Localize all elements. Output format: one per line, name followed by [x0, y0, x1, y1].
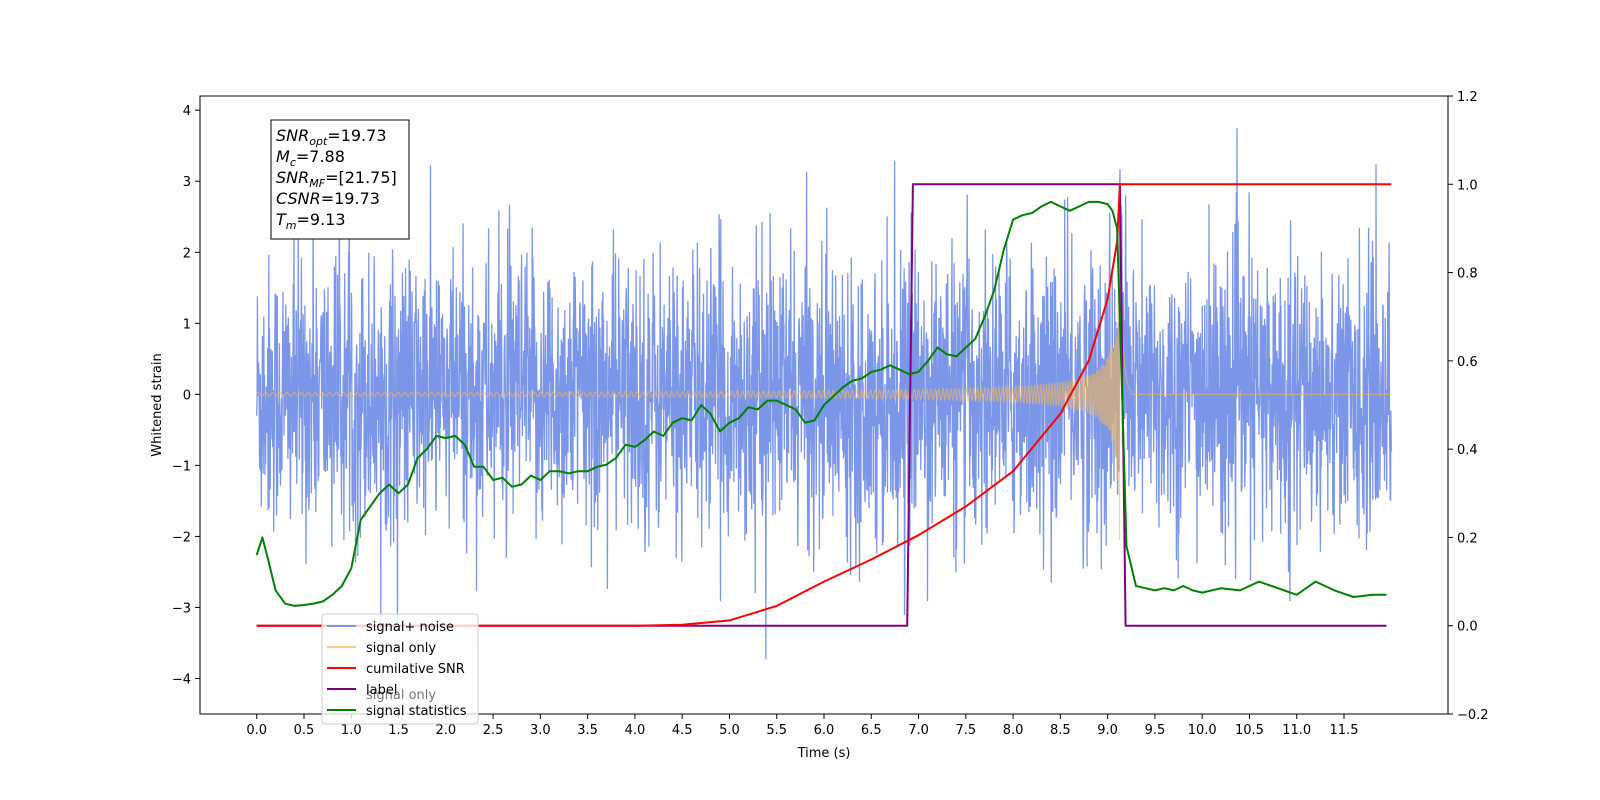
x-tick-label: 10.5 — [1235, 723, 1264, 738]
legend-label: signal+ noise — [366, 620, 454, 635]
x-tick-label: 9.5 — [1145, 723, 1166, 738]
series-signal-noise — [256, 128, 1392, 660]
x-tick-label: 3.5 — [577, 723, 598, 738]
y-tick-label: −4 — [172, 672, 191, 687]
x-tick-label: 11.5 — [1330, 723, 1359, 738]
info-box-lines: SNRopt=19.73Mc=7.88SNRMF=[21.75]CSNR=19.… — [276, 126, 397, 232]
legend-frame — [321, 613, 479, 725]
info-line: Tm=9.13 — [276, 210, 346, 232]
x-axis: 0.0 0.5 1.0 1.5 2.0 2.5 3.0 3.5 4.0 4.5 5.0 5.5 6.0 6… — [246, 714, 1358, 738]
y-tick-label: 0 — [183, 388, 191, 403]
x-axis-label: Time (s) — [797, 746, 851, 761]
x-tick-label: 9.0 — [1097, 723, 1118, 738]
x-tick-label: 4.5 — [672, 723, 693, 738]
plot-area — [255, 128, 1392, 660]
legend-label: cumilative SNR — [366, 662, 465, 677]
legend-items: signal+ noise signal only cumilative SNR la… — [327, 620, 467, 719]
series-signal-statistics — [255, 200, 1387, 607]
y-tick-label: −2 — [172, 530, 191, 545]
x-tick-label: 2.5 — [483, 723, 504, 738]
x-tick-label: 2.0 — [435, 723, 456, 738]
legend-label: signal only — [366, 641, 436, 656]
y2-tick-label: 0.2 — [1457, 531, 1478, 546]
y2-tick-label: 0.4 — [1457, 443, 1478, 458]
y2-tick-label: 0.0 — [1457, 620, 1478, 635]
legend: signal+ noise signal only cumilative SNR la… — [321, 613, 479, 725]
y2-tick-label: 0.8 — [1457, 267, 1478, 282]
y2-tick-label: 1.0 — [1457, 178, 1478, 193]
y2-tick-label: 1.2 — [1457, 90, 1478, 105]
info-line: Mc=7.88 — [276, 147, 345, 169]
y-tick-label: 4 — [183, 104, 191, 119]
y-tick-label: −1 — [172, 459, 191, 474]
y-axis-right: 1.2 1.0 0.8 0.6 0.4 0.2 0.0 −0.2 — [1448, 90, 1489, 723]
legend-label: label — [366, 683, 397, 698]
x-tick-label: 5.5 — [766, 723, 787, 738]
x-tick-label: 4.0 — [625, 723, 646, 738]
legend-label: signal statistics — [366, 704, 467, 719]
y-axis-label: Whitened strain — [150, 353, 165, 456]
series-label — [256, 183, 1387, 627]
legend-ghost-label: signal only — [366, 688, 436, 703]
x-tick-label: 6.0 — [814, 723, 835, 738]
info-box: SNRopt=19.73Mc=7.88SNRMF=[21.75]CSNR=19.… — [270, 119, 410, 240]
x-tick-label: 11.0 — [1282, 723, 1311, 738]
x-tick-label: 1.0 — [341, 723, 362, 738]
x-tick-label: 10.0 — [1188, 723, 1217, 738]
y-tick-label: 2 — [183, 246, 191, 261]
x-tick-label: 8.5 — [1050, 723, 1071, 738]
y2-tick-label: 0.6 — [1457, 355, 1478, 370]
x-tick-label: 0.0 — [246, 723, 267, 738]
y-tick-label: −3 — [172, 601, 191, 616]
series-signal-only — [256, 237, 1392, 541]
info-line: SNRopt=19.73 — [276, 126, 387, 148]
y-tick-label: 1 — [183, 317, 191, 332]
y2-tick-label: −0.2 — [1457, 708, 1489, 723]
info-line: SNRMF=[21.75] — [276, 168, 397, 190]
x-tick-label: 7.5 — [955, 723, 976, 738]
y-axis-left: 4 3 2 1 0 −1 −2 −3 −4 — [172, 104, 200, 687]
x-tick-label: 0.5 — [294, 723, 315, 738]
x-tick-label: 8.0 — [1003, 723, 1024, 738]
info-line: CSNR=19.73 — [276, 189, 380, 208]
x-tick-label: 3.0 — [530, 723, 551, 738]
series-cumulative-snr — [256, 183, 1392, 627]
x-tick-label: 5.0 — [719, 723, 740, 738]
x-tick-label: 6.5 — [861, 723, 882, 738]
y-tick-label: 3 — [183, 175, 191, 190]
info-box-frame — [270, 119, 410, 240]
x-tick-label: 7.0 — [908, 723, 929, 738]
x-tick-label: 1.5 — [388, 723, 409, 738]
